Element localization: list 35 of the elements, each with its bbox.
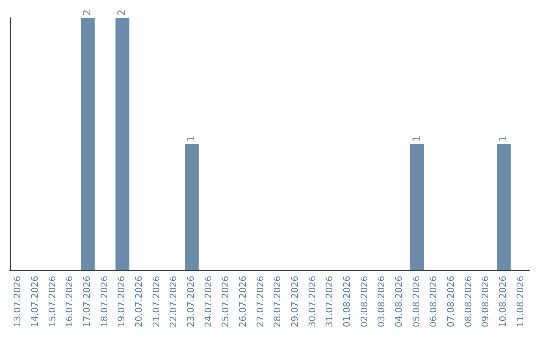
x-tick-label: 18.07.2026 bbox=[100, 276, 110, 328]
x-tick-label: 03.08.2026 bbox=[378, 276, 388, 328]
data-label: 2 bbox=[117, 10, 128, 16]
data-label: 1 bbox=[412, 136, 423, 142]
x-tick-label: 20.07.2026 bbox=[135, 276, 145, 328]
x-tick-label: 01.08.2026 bbox=[343, 276, 353, 328]
x-tick-label: 25.07.2026 bbox=[222, 276, 232, 328]
x-tick-label: 06.08.2026 bbox=[430, 276, 440, 328]
x-tick-label: 02.08.2026 bbox=[360, 276, 370, 328]
data-label: 1 bbox=[498, 136, 510, 142]
x-tick-label: 28.07.2026 bbox=[274, 276, 284, 328]
x-tick-label: 14.07.2026 bbox=[31, 276, 41, 328]
x-tick-label: 31.07.2026 bbox=[326, 276, 336, 328]
x-tick-label: 24.07.2026 bbox=[204, 276, 214, 328]
x-tick-label: 08.08.2026 bbox=[464, 276, 474, 328]
x-tick-label: 11.08.2026 bbox=[516, 276, 526, 328]
x-tick-label: 30.07.2026 bbox=[308, 276, 318, 328]
x-tick-label: 22.07.2026 bbox=[170, 276, 180, 328]
x-tick-label: 04.08.2026 bbox=[395, 276, 405, 328]
x-tick-label: 17.07.2026 bbox=[83, 276, 93, 328]
data-label: 2 bbox=[82, 10, 94, 16]
x-tick-label: 05.08.2026 bbox=[412, 276, 422, 328]
x-tick-label: 09.08.2026 bbox=[482, 276, 492, 328]
x-tick-label: 07.08.2026 bbox=[447, 276, 457, 328]
x-tick-label: 26.07.2026 bbox=[239, 276, 249, 328]
data-label: 1 bbox=[186, 136, 198, 142]
x-tick-label: 13.07.2026 bbox=[14, 276, 24, 328]
x-tick-label: 27.07.2026 bbox=[256, 276, 266, 328]
x-tick-label: 21.07.2026 bbox=[152, 276, 162, 328]
x-tick-label: 16.07.2026 bbox=[66, 276, 76, 328]
x-tick-label: 19.07.2026 bbox=[118, 276, 128, 328]
x-tick-label: 29.07.2026 bbox=[291, 276, 301, 328]
x-tick-label: 15.07.2026 bbox=[48, 276, 58, 328]
x-tick-label: 23.07.2026 bbox=[187, 276, 197, 328]
x-tick-label: 10.08.2026 bbox=[499, 276, 509, 328]
